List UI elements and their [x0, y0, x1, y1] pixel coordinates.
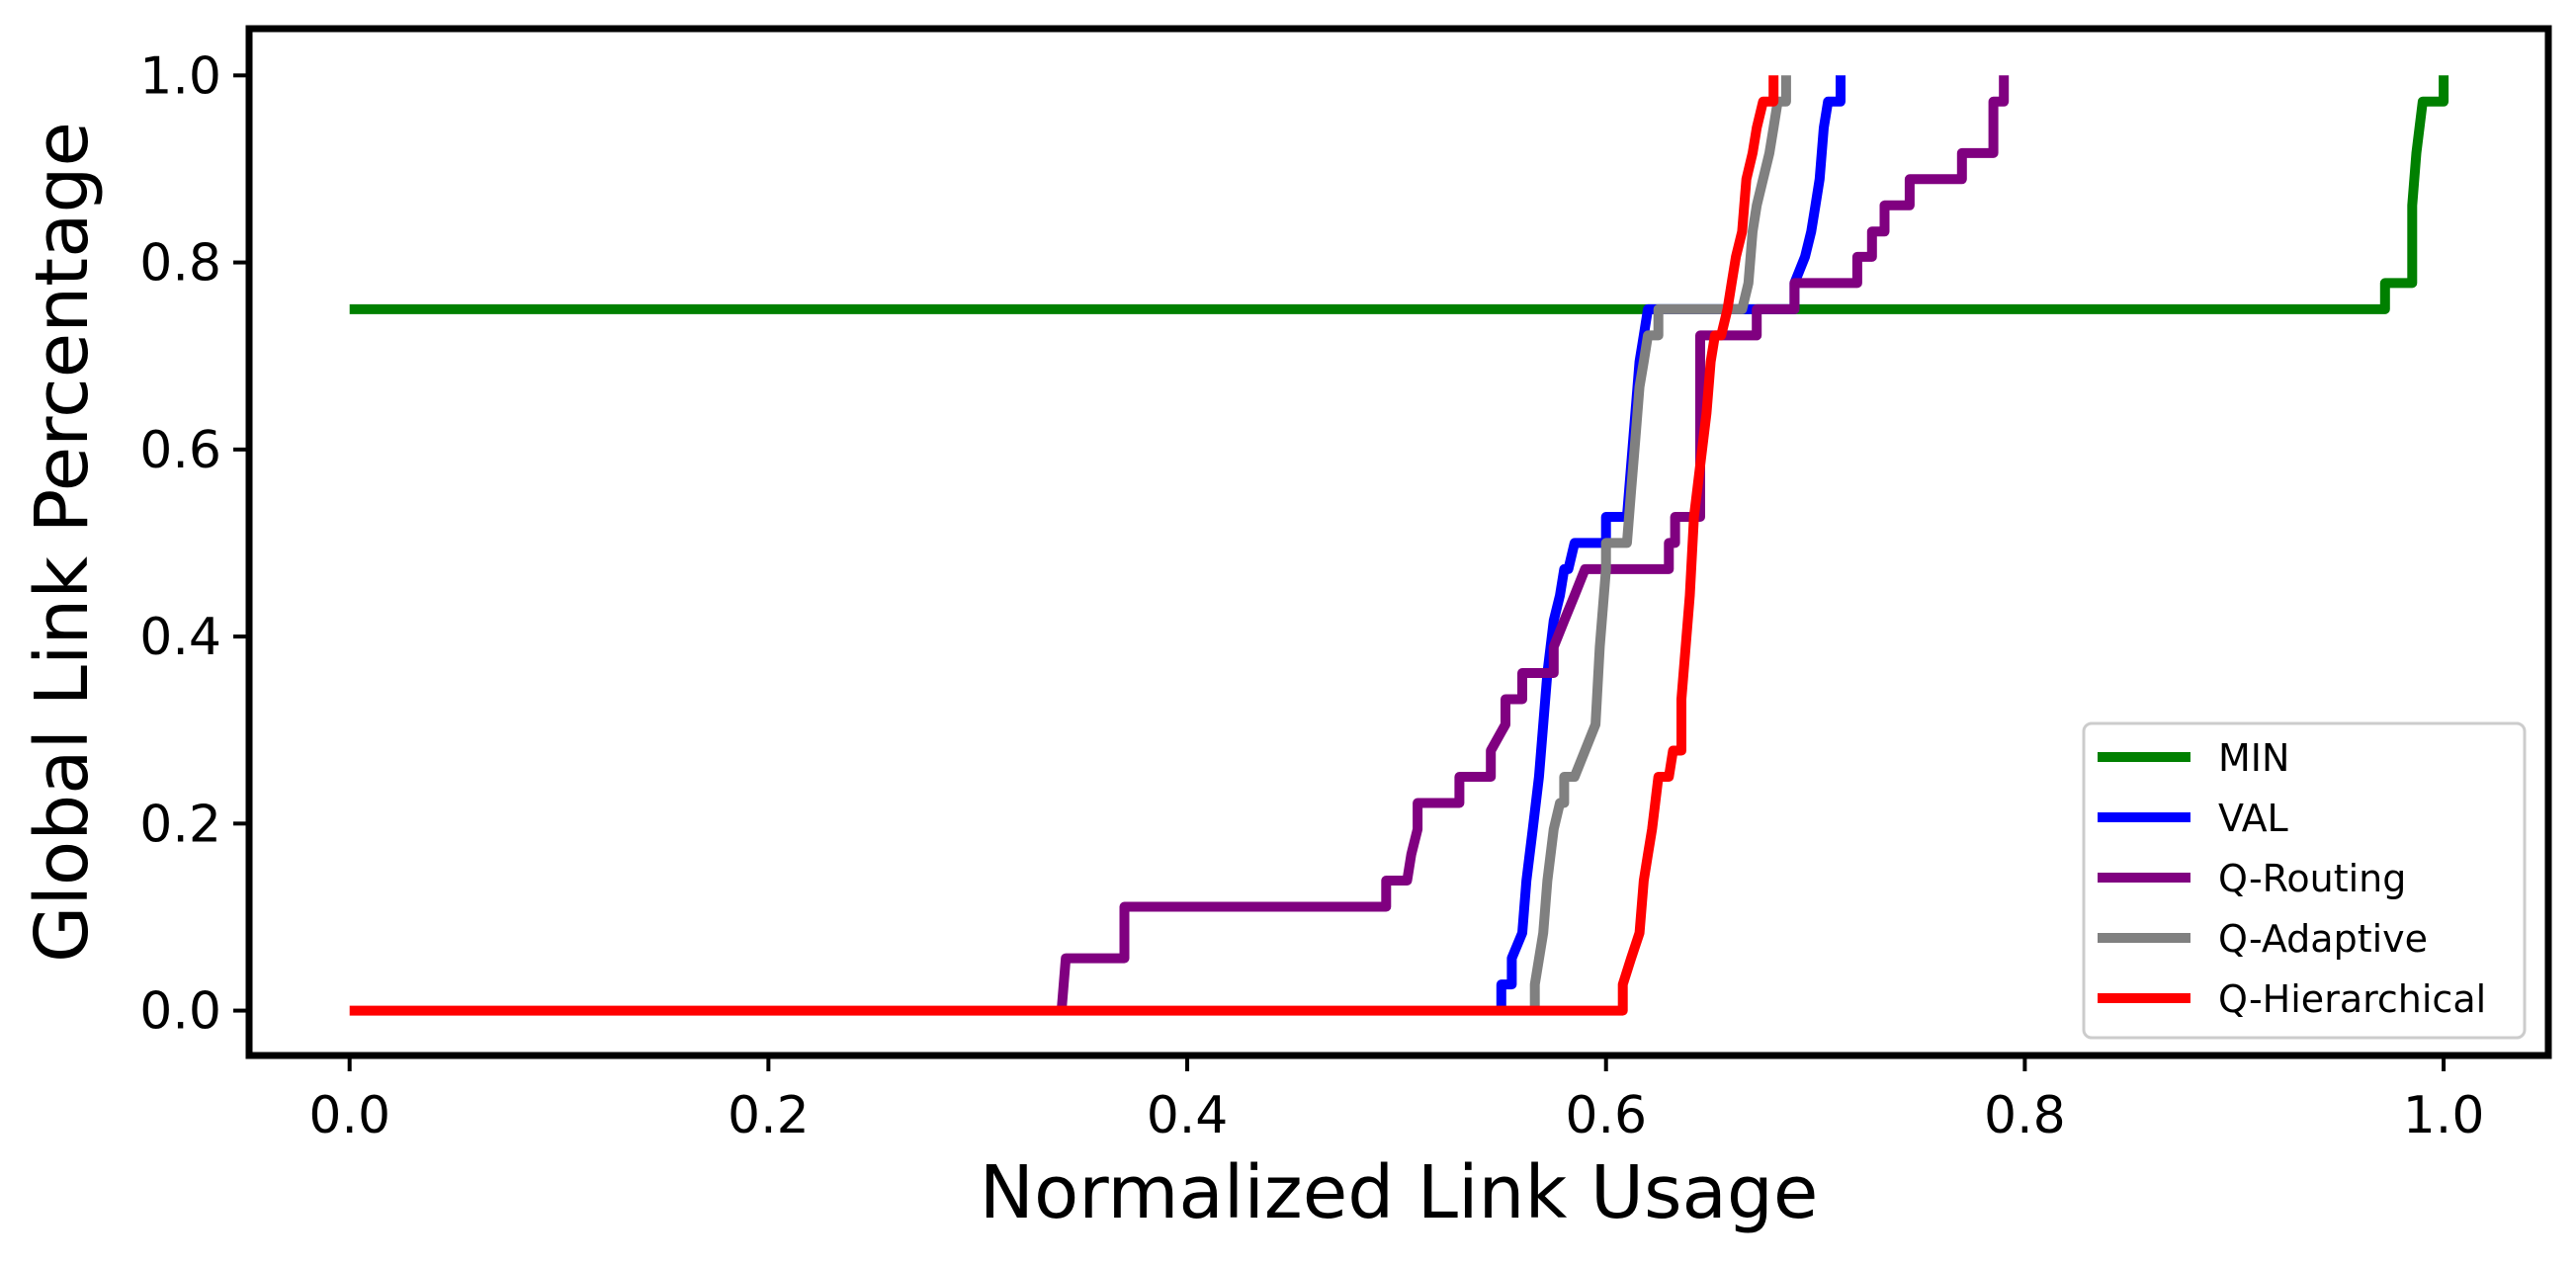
y-tick-label: 0.2 [139, 795, 221, 854]
series-layer [349, 75, 2449, 1016]
y-tick-label: 0.8 [139, 234, 221, 294]
x-tick-label: 0.6 [1565, 1086, 1647, 1145]
series-line-q-routing [1056, 75, 2010, 1012]
legend-label-min: MIN [2218, 736, 2289, 780]
x-tick-label: 0.0 [308, 1086, 390, 1145]
x-axis-title: Normalized Link Usage [980, 1150, 1819, 1235]
legend: MIN VAL Q-Routing Q-Adaptive Q-Hierarchical [2082, 721, 2527, 1040]
y-axis-title: Global Link Percentage [20, 122, 105, 963]
x-tick-label: 0.8 [1984, 1086, 2066, 1145]
series-line-q-adaptive [1529, 75, 1791, 1011]
y-tick-label: 0.4 [139, 608, 221, 667]
legend-label-q-hierarchical: Q-Hierarchical [2218, 977, 2486, 1021]
x-axis: 0.0 0.2 0.4 0.6 0.8 1.0 [308, 1055, 2484, 1145]
legend-box [2082, 721, 2527, 1040]
legend-label-val: VAL [2218, 797, 2288, 840]
x-tick-label: 0.2 [728, 1086, 810, 1145]
series-line-q-hierarchical [349, 75, 1779, 1016]
legend-label-q-routing: Q-Routing [2218, 857, 2406, 900]
plot-frame [245, 25, 2552, 1059]
y-tick-label: 0.0 [139, 982, 221, 1042]
series-line-val [1496, 75, 1846, 1011]
x-tick-label: 1.0 [2403, 1086, 2485, 1145]
y-tick-label: 1.0 [139, 46, 221, 106]
x-tick-label: 0.4 [1147, 1086, 1229, 1145]
y-tick-label: 0.6 [139, 421, 221, 480]
y-axis: 0.0 0.2 0.4 0.6 0.8 1.0 [139, 46, 249, 1042]
series-line-min [349, 75, 2449, 314]
legend-label-q-adaptive: Q-Adaptive [2218, 917, 2428, 961]
